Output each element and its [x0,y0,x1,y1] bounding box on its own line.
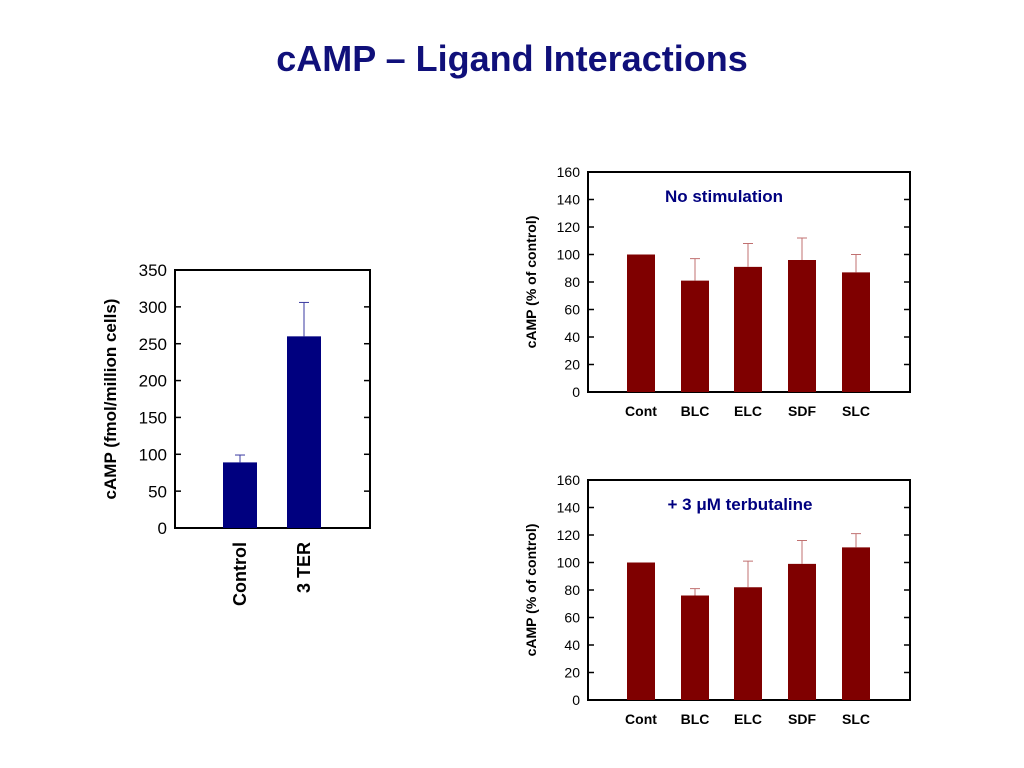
bottom-right-category-label: ELC [734,711,762,727]
top-right-category-label: ELC [734,403,762,419]
top-right-category-label: Cont [625,403,657,419]
top-right-category-label: SDF [788,403,816,419]
left-ytick-label: 0 [158,519,167,538]
top-right-ytick-label: 40 [564,329,580,345]
top-right-ytick-label: 60 [564,302,580,318]
left-ytick-label: 100 [139,445,167,464]
bottom-right-category-label: SDF [788,711,816,727]
top-right-bar [788,260,816,392]
left-bar [287,336,321,528]
bottom-right-bar [842,547,870,700]
top-right-bar [681,280,709,392]
bottom-right-bar [627,562,655,700]
top-right-annotation: No stimulation [665,187,783,206]
bottom-right-ytick-label: 140 [557,500,581,516]
left-plot-frame [174,269,371,529]
top-right-ytick-label: 120 [557,219,581,235]
top-right-bar [842,272,870,392]
bottom-right-bar [734,587,762,700]
left-category-label: Control [230,542,250,606]
top-right-ytick-label: 0 [572,384,580,400]
left-ytick-label: 200 [139,372,167,391]
bottom-right-annotation: + 3 μM terbutaline [667,495,812,514]
bottom-right-ytick-label: 120 [557,527,581,543]
bottom-right-ylabel: cAMP (% of control) [523,524,539,657]
bottom-right-ytick-label: 20 [564,665,580,681]
bottom-right-ytick-label: 100 [557,555,581,571]
left-ytick-label: 300 [139,298,167,317]
top-right-ytick-label: 160 [557,164,581,180]
bottom-right-category-label: SLC [842,711,870,727]
top-right-category-label: SLC [842,403,870,419]
left-ytick-label: 150 [139,409,167,428]
bottom-right-ytick-label: 0 [572,692,580,708]
left-category-label: 3 TER [294,542,314,593]
bottom-right-bar [681,595,709,700]
top-right-ytick-label: 80 [564,274,580,290]
bottom-right-ytick-label: 40 [564,637,580,653]
top-right-bar [627,254,655,392]
top-right-ytick-label: 20 [564,357,580,373]
left-ytick-label: 50 [148,482,167,501]
left-ytick-label: 250 [139,335,167,354]
bottom-right-ytick-label: 80 [564,582,580,598]
left-ytick-label: 350 [139,261,167,280]
bottom-right-bar [788,563,816,700]
bottom-right-category-label: BLC [681,711,710,727]
top-right-category-label: BLC [681,403,710,419]
top-right-bar [734,266,762,392]
bottom-right-ytick-label: 160 [557,472,581,488]
top-right-ytick-label: 140 [557,192,581,208]
slide-title: cAMP – Ligand Interactions [276,38,748,79]
left-ylabel: cAMP (fmol/million cells) [101,299,120,500]
bottom-right-ytick-label: 60 [564,610,580,626]
top-right-ytick-label: 100 [557,247,581,263]
left-bar [223,462,257,528]
top-right-ylabel: cAMP (% of control) [523,216,539,349]
bottom-right-category-label: Cont [625,711,657,727]
